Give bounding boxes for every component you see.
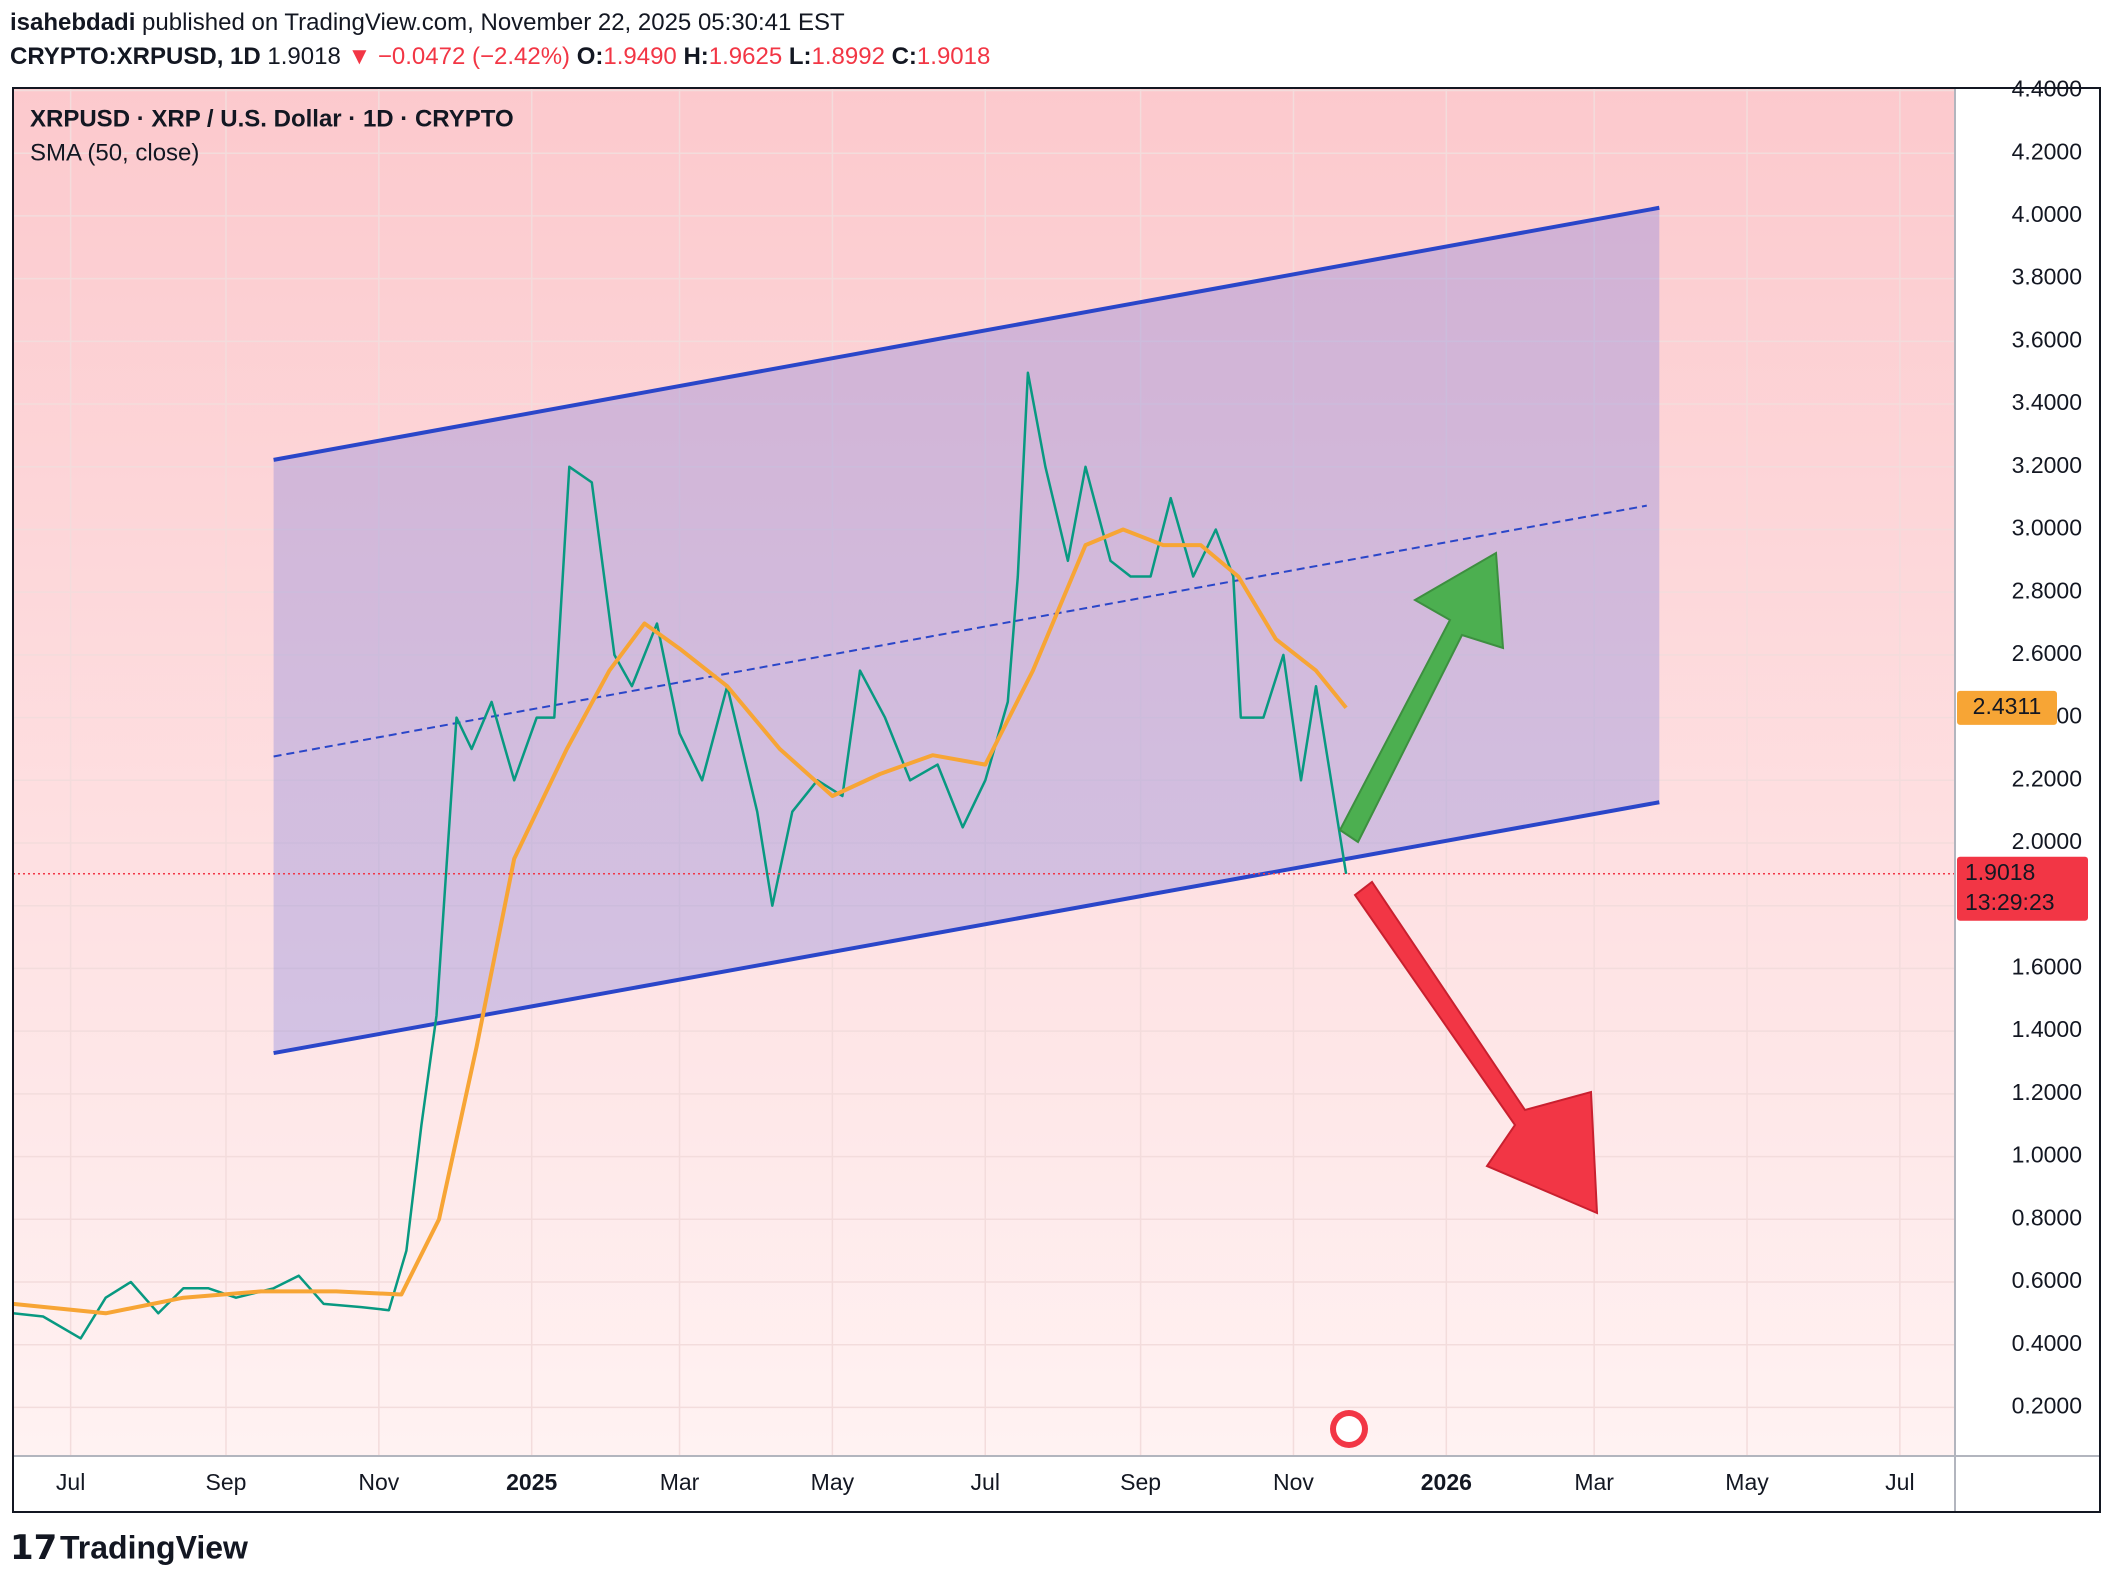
ohlc-label: O: [577,43,604,70]
y-tick-label: 0.8000 [2012,1204,2082,1230]
x-tick-label: Nov [358,1469,399,1495]
symbol: CRYPTO:XRPUSD, 1D [10,43,261,70]
y-tick-label: 3.0000 [2012,515,2082,541]
x-tick-label: Nov [1273,1469,1314,1495]
y-tick-label: 3.4000 [2012,389,2082,415]
ohlc-value: 1.9018 [917,43,990,70]
ohlc-label: H: [683,43,708,70]
series-line [12,371,1348,1340]
ohlc-value: 1.9490 [603,43,676,70]
publisher: isahebdadi published on TradingView.com,… [10,9,845,36]
price-label-box [1957,690,2057,725]
channel [273,205,1660,1056]
y-tick-label: 1.0000 [2012,1142,2082,1168]
countdown: 13:29:23 [1965,889,2055,915]
x-tick-label: Mar [660,1469,700,1495]
y-tick-label: 2.0000 [2012,828,2082,854]
sma-last-label: 2.4311 [1973,693,2042,719]
x-tick-label: May [811,1469,855,1495]
x-tick-label: Jul [971,1469,1000,1495]
ohlc-value: 1.8992 [812,43,885,70]
y-tick-label: 3.6000 [2012,326,2082,352]
legend: XRPUSD · XRP / U.S. Dollar · 1D · CRYPTO… [30,105,514,166]
frame [12,87,2101,1513]
x-tick-label: Mar [1574,1469,1614,1495]
ohlc-label: C: [892,43,917,70]
symbol-line: CRYPTO:XRPUSD, 1D 1.9018 ▼ −0.0472 (−2.4… [10,43,990,70]
y-tick-label: 3.8000 [2012,264,2082,290]
y-tick-label: 0.2000 [2012,1392,2082,1418]
y-tick-label: 4.4000 [2012,76,2082,102]
channel-lower [273,800,1660,1056]
channel-middle [273,504,1647,758]
y-tick-label: 2.8000 [2012,577,2082,603]
y-tick-label: 1.6000 [2012,954,2082,980]
x-tick-label: Sep [1120,1469,1161,1495]
last-price: 1.9018 [267,43,340,70]
y-tick-label: 2.6000 [2012,640,2082,666]
published: published on TradingView.com, November 2… [142,9,845,36]
x-tick-label: 2026 [1421,1469,1472,1495]
series-line [12,527,1348,1316]
y-tick-label: 2.2000 [2012,765,2082,791]
axes: 0.2000 0.4000 0.6000 0.8000 1.0000 1.2000 1.40… [56,76,2088,1495]
y-tick-label: 4.2000 [2012,138,2082,164]
x-tick-label: Sep [206,1469,247,1495]
plot-area [13,88,1955,1456]
ohlc-label: L: [789,43,812,70]
y-tick-label: 4.0000 [2012,201,2082,227]
down-arrow [1353,880,1599,1215]
publisher-name: isahebdadi [10,9,135,36]
series [12,371,1955,1340]
legend-entry: SMA (50, close) [30,139,199,166]
x-tick-label: Jul [56,1469,85,1495]
brand: TradingView [60,1529,248,1565]
x-tick-label: May [1725,1469,1769,1495]
x-tick-label: 2025 [506,1469,557,1495]
last-price-label: 1.9018 [1965,859,2035,885]
brand-logo: 𝟭𝟳 [10,1529,57,1567]
channel-upper [273,205,1660,462]
legend-entry: XRPUSD · XRP / U.S. Dollar · 1D · CRYPTO [30,105,514,132]
y-tick-label: 1.4000 [2012,1016,2082,1042]
y-tick-label: 3.2000 [2012,452,2082,478]
up-arrow [1338,551,1505,844]
y-tick-label: 1.2000 [2012,1079,2082,1105]
ohlc-value: 1.9625 [709,43,782,70]
x-tick-label: Jul [1885,1469,1914,1495]
y-tick-label: 0.4000 [2012,1330,2082,1356]
price-label-box [1957,856,2088,921]
event-icon-inner [1336,1416,1362,1442]
y-tick-label: 0.6000 [2012,1267,2082,1293]
change: ▼ −0.0472 (−2.42%) [347,43,570,70]
